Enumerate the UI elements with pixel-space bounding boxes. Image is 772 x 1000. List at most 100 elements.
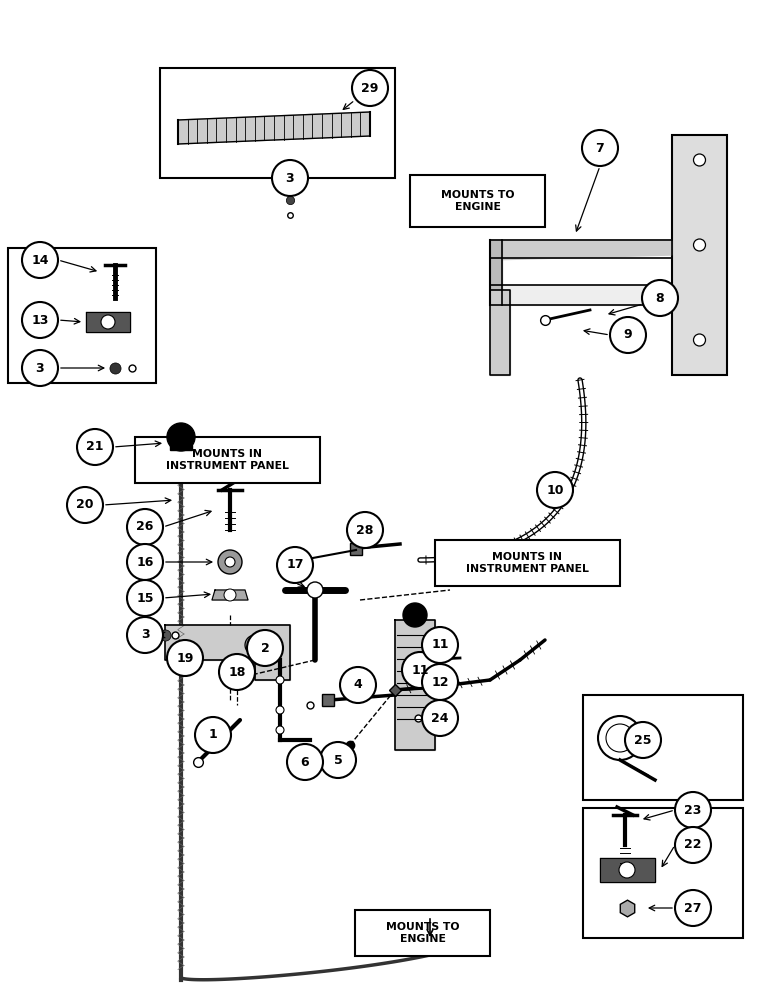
FancyBboxPatch shape: [672, 135, 727, 375]
Circle shape: [675, 827, 711, 863]
Text: 1: 1: [208, 728, 218, 742]
Text: 26: 26: [137, 520, 154, 534]
Polygon shape: [86, 312, 130, 332]
Circle shape: [127, 580, 163, 616]
Polygon shape: [165, 625, 290, 680]
Text: 19: 19: [176, 652, 194, 664]
FancyBboxPatch shape: [410, 175, 545, 227]
Circle shape: [276, 706, 284, 714]
FancyBboxPatch shape: [160, 68, 395, 178]
Text: 27: 27: [684, 902, 702, 914]
Polygon shape: [600, 858, 655, 882]
Text: 4: 4: [354, 678, 362, 692]
Circle shape: [675, 792, 711, 828]
Circle shape: [195, 717, 231, 753]
Circle shape: [22, 302, 58, 338]
Circle shape: [693, 239, 706, 251]
Circle shape: [422, 700, 458, 736]
Text: 18: 18: [229, 666, 245, 678]
Circle shape: [127, 544, 163, 580]
Text: 3: 3: [286, 172, 294, 184]
Circle shape: [218, 550, 242, 574]
Circle shape: [403, 603, 427, 627]
Text: 11: 11: [411, 664, 428, 676]
Text: 12: 12: [432, 676, 449, 688]
Circle shape: [537, 472, 573, 508]
FancyBboxPatch shape: [435, 540, 620, 586]
FancyBboxPatch shape: [355, 910, 490, 956]
Text: 21: 21: [86, 440, 103, 454]
FancyBboxPatch shape: [583, 695, 743, 800]
Polygon shape: [490, 240, 672, 260]
Text: 6: 6: [300, 756, 310, 768]
Circle shape: [340, 667, 376, 703]
Text: 29: 29: [361, 82, 379, 95]
Circle shape: [245, 635, 265, 655]
Circle shape: [422, 664, 458, 700]
Circle shape: [402, 652, 438, 688]
Polygon shape: [490, 240, 502, 305]
Circle shape: [22, 242, 58, 278]
FancyBboxPatch shape: [583, 808, 743, 938]
Text: 23: 23: [684, 804, 702, 816]
Circle shape: [347, 512, 383, 548]
Circle shape: [642, 280, 678, 316]
Circle shape: [101, 315, 115, 329]
Text: 15: 15: [136, 591, 154, 604]
Circle shape: [127, 617, 163, 653]
Circle shape: [675, 890, 711, 926]
Text: 16: 16: [137, 556, 154, 568]
Circle shape: [625, 722, 661, 758]
Circle shape: [225, 557, 235, 567]
Circle shape: [693, 154, 706, 166]
Text: 2: 2: [261, 642, 269, 654]
Text: 7: 7: [596, 141, 604, 154]
Circle shape: [272, 160, 308, 196]
Circle shape: [67, 487, 103, 523]
Text: MOUNTS IN
INSTRUMENT PANEL: MOUNTS IN INSTRUMENT PANEL: [466, 552, 589, 574]
Circle shape: [127, 509, 163, 545]
Circle shape: [22, 350, 58, 386]
Text: 24: 24: [432, 712, 449, 724]
Circle shape: [582, 130, 618, 166]
Text: 20: 20: [76, 498, 93, 512]
Circle shape: [276, 676, 284, 684]
Text: 22: 22: [684, 838, 702, 852]
Polygon shape: [395, 620, 435, 750]
Text: MOUNTS TO
ENGINE: MOUNTS TO ENGINE: [386, 922, 459, 944]
Text: 28: 28: [357, 524, 374, 536]
Text: 14: 14: [31, 253, 49, 266]
FancyBboxPatch shape: [8, 248, 156, 383]
Circle shape: [247, 630, 283, 666]
Circle shape: [307, 582, 323, 598]
Circle shape: [619, 862, 635, 878]
Text: MOUNTS TO
ENGINE: MOUNTS TO ENGINE: [441, 190, 514, 212]
Text: 9: 9: [624, 328, 632, 342]
Text: 3: 3: [141, 629, 149, 642]
Circle shape: [693, 334, 706, 346]
Text: 13: 13: [32, 314, 49, 326]
Circle shape: [320, 742, 356, 778]
Circle shape: [422, 627, 458, 663]
Polygon shape: [170, 445, 192, 450]
Circle shape: [167, 423, 195, 451]
Circle shape: [276, 726, 284, 734]
Text: 3: 3: [36, 361, 44, 374]
Polygon shape: [490, 290, 510, 375]
Circle shape: [352, 70, 388, 106]
FancyBboxPatch shape: [135, 437, 320, 483]
Text: MOUNTS IN
INSTRUMENT PANEL: MOUNTS IN INSTRUMENT PANEL: [166, 449, 289, 471]
Text: 10: 10: [547, 484, 564, 496]
Circle shape: [610, 317, 646, 353]
Circle shape: [251, 641, 259, 649]
Circle shape: [224, 589, 236, 601]
Polygon shape: [178, 112, 370, 144]
Polygon shape: [490, 285, 672, 305]
Circle shape: [598, 716, 642, 760]
Circle shape: [287, 744, 323, 780]
Polygon shape: [212, 590, 248, 600]
Text: 8: 8: [655, 292, 665, 304]
Text: 5: 5: [334, 754, 342, 766]
Text: 17: 17: [286, 558, 303, 572]
Text: 25: 25: [635, 734, 652, 746]
